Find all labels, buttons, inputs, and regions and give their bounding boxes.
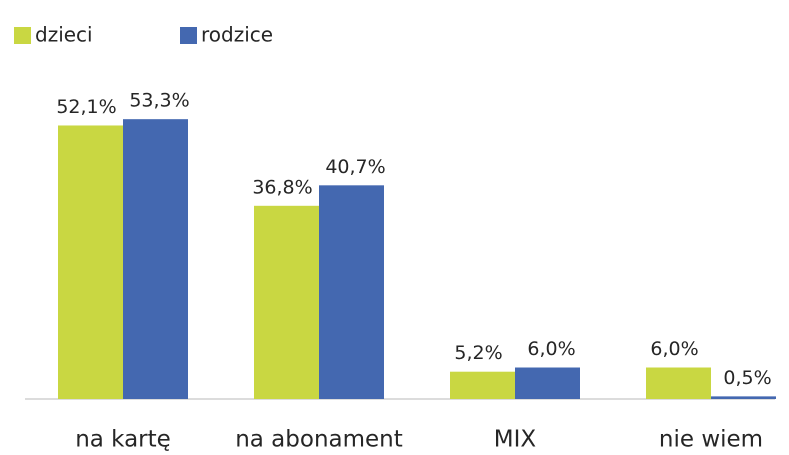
bar [711,396,776,399]
bar [254,205,319,399]
bar [515,367,580,399]
data-label: 53,3% [129,90,189,112]
bar [646,367,711,399]
data-label: 52,1% [56,96,116,118]
legend-label: rodzice [201,23,273,47]
data-label: 6,0% [650,338,698,360]
legend-swatch [180,27,197,44]
bar [58,125,123,399]
data-label: 0,5% [723,367,771,389]
x-tick-label: na kartę [75,427,171,453]
x-tick-label: nie wiem [659,427,763,453]
data-label: 36,8% [252,176,312,198]
data-label: 5,2% [454,342,502,364]
data-label: 6,0% [527,338,575,360]
bar [319,185,384,399]
x-tick-label: MIX [494,427,537,453]
legend-swatch [14,27,31,44]
legend-label: dzieci [35,23,93,47]
bar [450,371,515,399]
x-tick-label: na abonament [235,427,403,453]
bar [123,119,188,400]
data-label: 40,7% [325,156,385,178]
